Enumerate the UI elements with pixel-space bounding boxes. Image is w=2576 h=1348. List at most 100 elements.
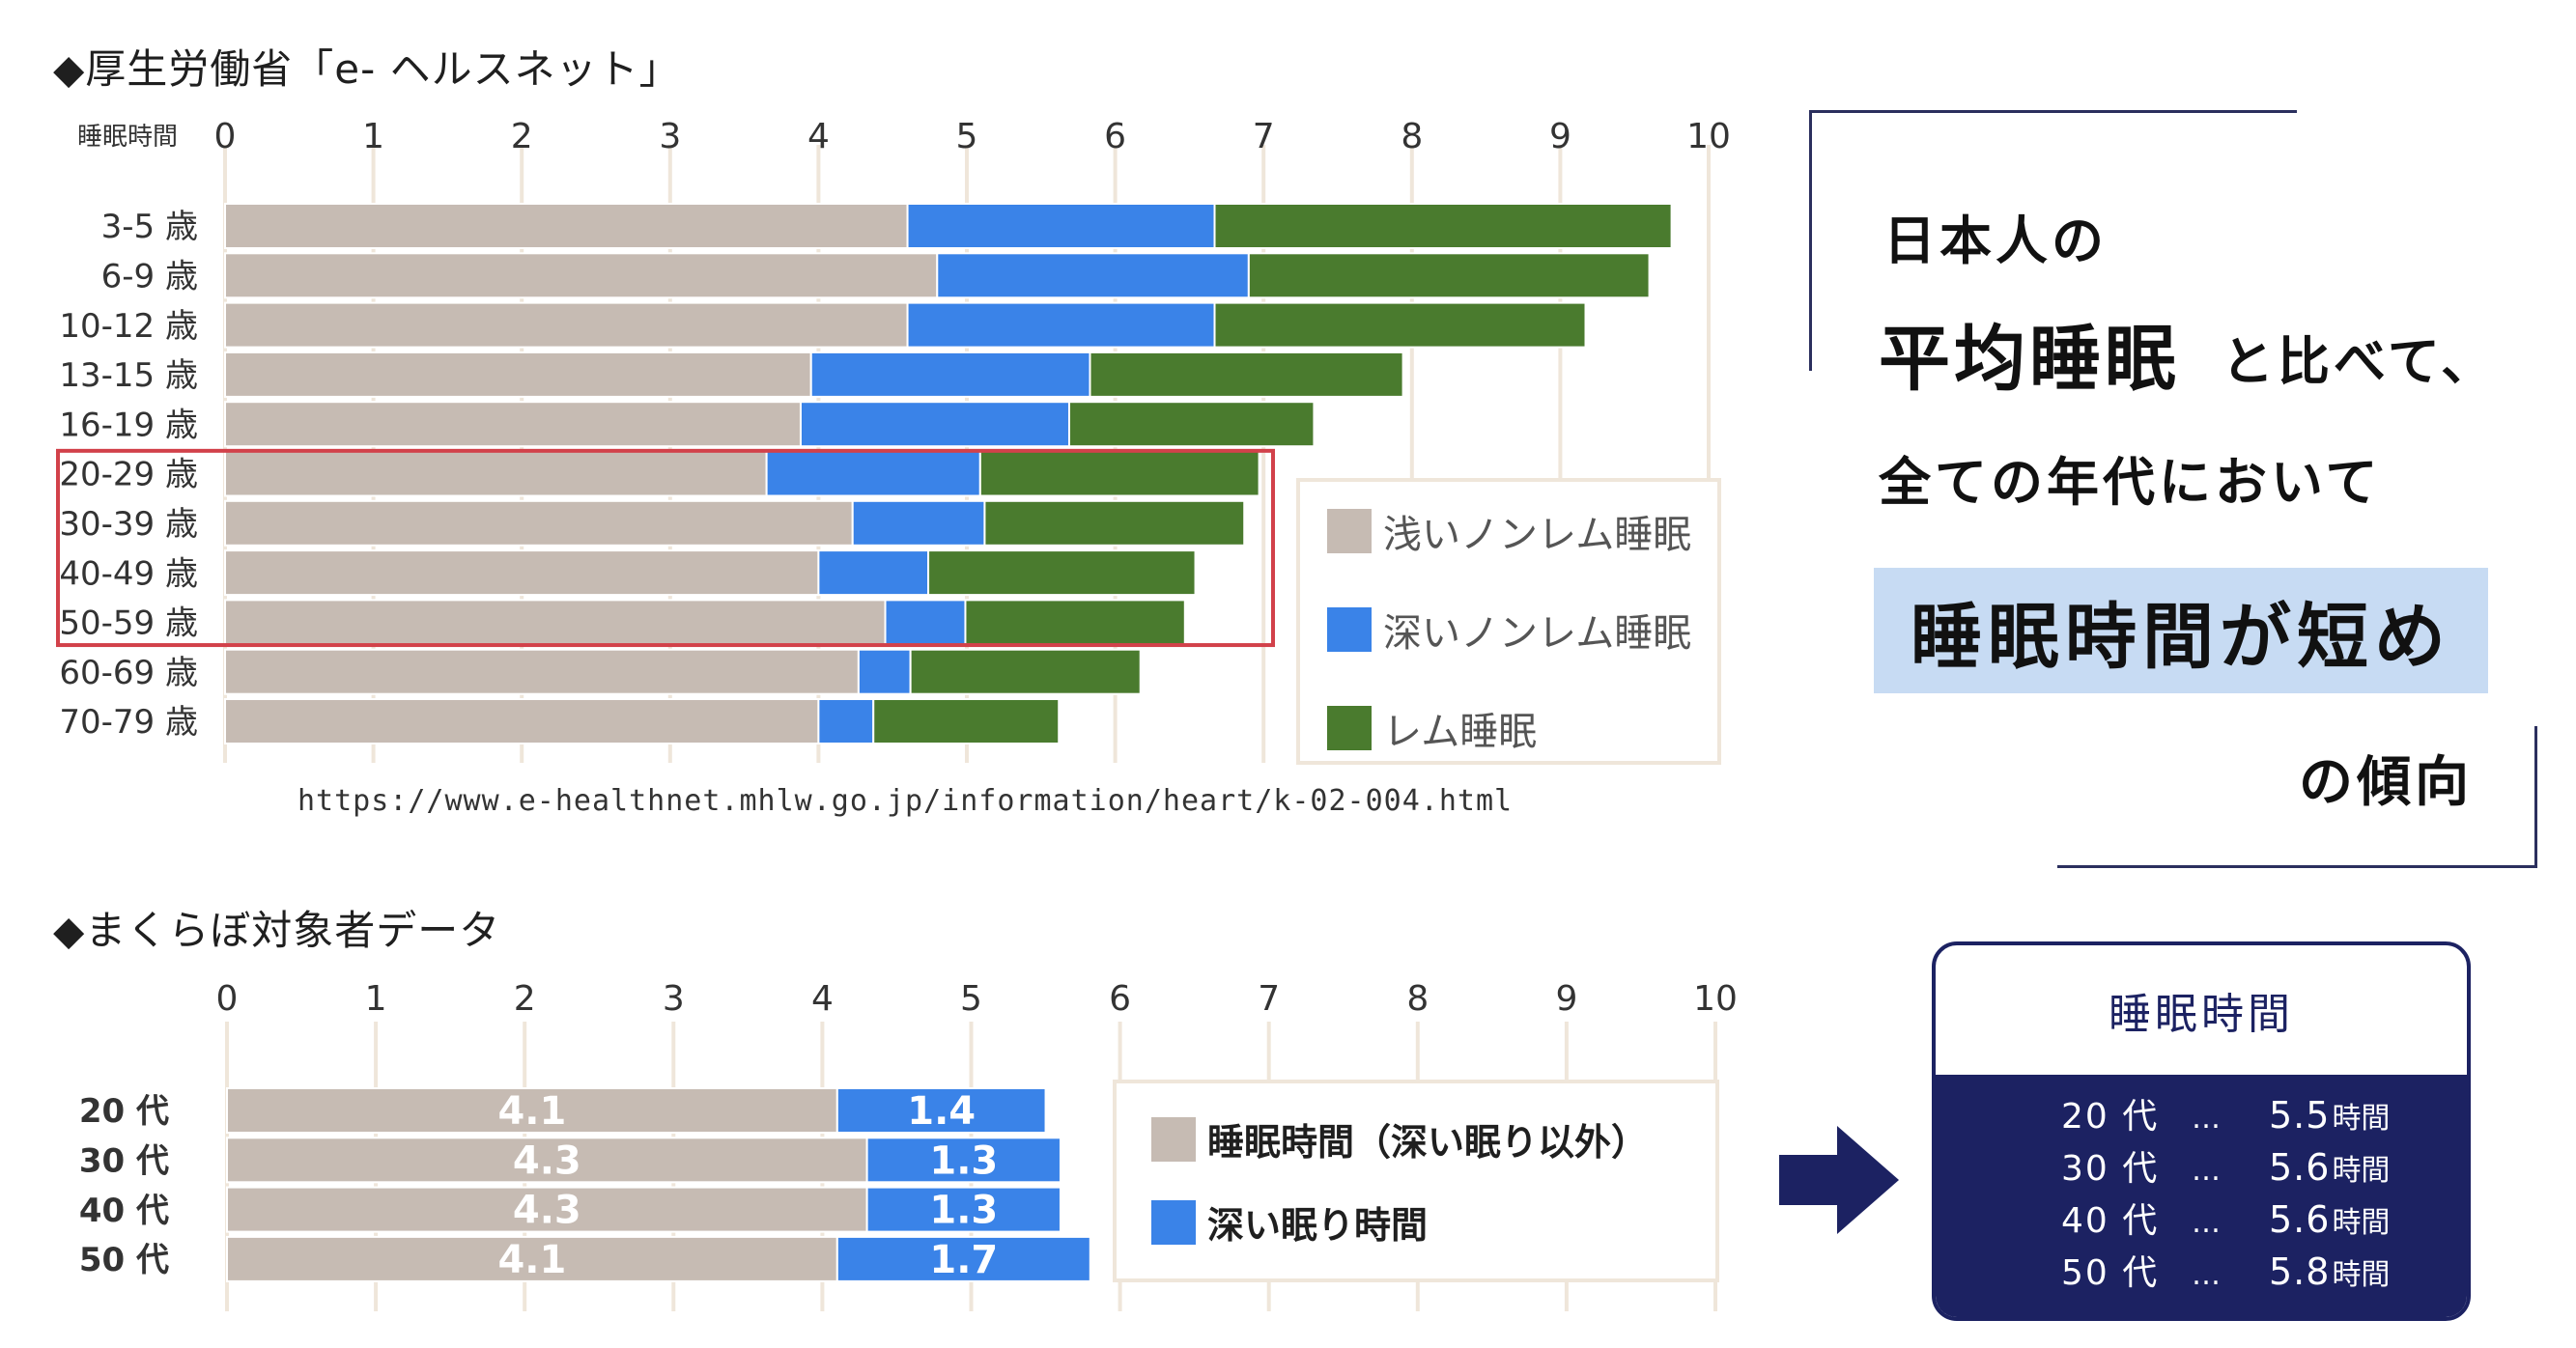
x-tick-label: 3 bbox=[663, 979, 685, 1019]
summary-value: 5.6 bbox=[2269, 1198, 2331, 1241]
y-category-label: 30 代 bbox=[79, 1142, 169, 1181]
bar-segment bbox=[224, 401, 802, 448]
y-category-label: 50 代 bbox=[79, 1241, 169, 1279]
bar-data-label: 4.3 bbox=[513, 1189, 581, 1233]
summary-dots: … bbox=[2192, 1154, 2221, 1188]
summary-row: 30 代 … 5.6 時間 bbox=[1936, 1140, 2467, 1193]
bar-segment bbox=[983, 499, 1246, 547]
y-category-label: 20 代 bbox=[79, 1092, 169, 1131]
chart2-legend: 睡眠時間（深い眠り以外） 深い眠り時間 bbox=[1113, 1080, 1719, 1282]
summary-card: 睡眠時間 20 代 … 5.5 時間 30 代 … 5.6 時間 40 代 … … bbox=[1932, 941, 2471, 1321]
y-category-label: 30-39 歳 bbox=[59, 505, 198, 544]
summary-unit: 時間 bbox=[2332, 1102, 2391, 1136]
bar-segment bbox=[224, 599, 887, 646]
bar-segment bbox=[1067, 401, 1316, 448]
y-category-label: 6-9 歳 bbox=[101, 258, 198, 296]
bar-segment bbox=[872, 698, 1061, 744]
x-tick-label: 4 bbox=[807, 117, 830, 156]
summary-age: 40 代 bbox=[2061, 1201, 2160, 1241]
legend-label-rem: レム睡眠 bbox=[1383, 710, 1538, 754]
bar-data-label: 1.3 bbox=[929, 1138, 998, 1183]
x-tick-label: 2 bbox=[511, 117, 533, 156]
bar-segment bbox=[835, 1235, 1091, 1282]
bar-segment bbox=[226, 1137, 868, 1184]
highlight-box bbox=[56, 448, 1275, 648]
legend-item-light-nonrem: 浅いノンレム睡眠 bbox=[1327, 503, 1691, 559]
x-tick-label: 1 bbox=[362, 117, 384, 156]
x-tick-label: 6 bbox=[1104, 117, 1126, 156]
y-category-label: 20-29 歳 bbox=[59, 456, 198, 494]
y-category-label: 16-19 歳 bbox=[59, 406, 198, 444]
bar-segment bbox=[224, 549, 820, 597]
summary-dots: … bbox=[2192, 1206, 2221, 1240]
x-tick-label: 8 bbox=[1406, 979, 1429, 1019]
legend-swatch-sleep-excl-deep bbox=[1151, 1116, 1196, 1162]
y-category-label: 10-12 歳 bbox=[59, 307, 198, 346]
bar-segment bbox=[835, 1087, 1047, 1134]
bar-segment bbox=[224, 648, 860, 695]
axis-title: 睡眠時間 bbox=[77, 123, 178, 152]
bar-data-label: 4.1 bbox=[497, 1089, 566, 1134]
x-tick-label: 5 bbox=[960, 979, 982, 1019]
legend-item-deep-sleep: 深い眠り時間 bbox=[1151, 1195, 1428, 1249]
x-tick-label: 7 bbox=[1258, 979, 1280, 1019]
summary-dots: … bbox=[2192, 1102, 2221, 1136]
legend-label-deep-sleep: 深い眠り時間 bbox=[1207, 1204, 1429, 1247]
bar-segment bbox=[927, 549, 1197, 597]
legend-swatch-deep-sleep bbox=[1151, 1199, 1196, 1245]
x-tick-label: 0 bbox=[214, 117, 237, 156]
callout-line2-tail: と比べて、 bbox=[2222, 331, 2498, 392]
bar-data-label: 4.3 bbox=[513, 1138, 581, 1183]
legend-swatch-deep-nonrem bbox=[1327, 607, 1372, 652]
callout-highlight: 睡眠時間が短め bbox=[1874, 568, 2488, 693]
legend-label-deep-nonrem: 深いノンレム睡眠 bbox=[1383, 611, 1692, 656]
y-category-label: 3-5 歳 bbox=[101, 208, 198, 246]
legend-label-light-nonrem: 浅いノンレム睡眠 bbox=[1383, 513, 1692, 557]
x-tick-label: 10 bbox=[1686, 117, 1731, 156]
section-title-makurabo: ◆まくらぼ対象者データ bbox=[53, 907, 501, 954]
x-tick-label: 3 bbox=[659, 117, 681, 156]
x-tick-label: 0 bbox=[216, 979, 239, 1019]
summary-dots: … bbox=[2192, 1258, 2221, 1292]
summary-value: 5.8 bbox=[2269, 1250, 2331, 1293]
bar-segment bbox=[799, 401, 1070, 448]
summary-age: 30 代 bbox=[2061, 1149, 2160, 1189]
bar-segment bbox=[978, 450, 1260, 497]
legend-item-rem: レム睡眠 bbox=[1327, 700, 1537, 756]
bar-data-label: 1.4 bbox=[907, 1089, 976, 1134]
callout-line3: 全ての年代において bbox=[1879, 452, 2382, 513]
callout-line1: 日本人の bbox=[1883, 211, 2108, 271]
y-category-label: 13-15 歳 bbox=[59, 356, 198, 395]
bar-segment bbox=[1247, 252, 1651, 299]
y-category-label: 40 代 bbox=[79, 1192, 169, 1230]
bar-segment bbox=[817, 698, 875, 744]
summary-unit: 時間 bbox=[2332, 1154, 2391, 1188]
legend-swatch-light-nonrem bbox=[1327, 509, 1372, 553]
bar-segment bbox=[1089, 351, 1404, 398]
summary-age: 50 代 bbox=[2061, 1253, 2160, 1293]
bar-segment bbox=[817, 549, 930, 597]
x-tick-label: 1 bbox=[365, 979, 387, 1019]
x-tick-label: 5 bbox=[956, 117, 978, 156]
bar-segment bbox=[224, 301, 909, 349]
summary-card-body: 20 代 … 5.5 時間 30 代 … 5.6 時間 40 代 … 5.6 時… bbox=[1936, 1075, 2467, 1317]
summary-value: 5.5 bbox=[2269, 1094, 2331, 1137]
callout-line5: の傾向 bbox=[2299, 751, 2473, 814]
summary-unit: 時間 bbox=[2332, 1258, 2391, 1292]
y-category-label: 50-59 歳 bbox=[59, 604, 198, 643]
x-tick-label: 7 bbox=[1253, 117, 1275, 156]
section-title-ehealthnet: ◆厚生労働省「e- ヘルスネット」 bbox=[53, 45, 681, 93]
x-tick-label: 2 bbox=[514, 979, 536, 1019]
source-url[interactable]: https://www.e-healthnet.mhlw.go.jp/infor… bbox=[297, 784, 1514, 818]
legend-item-sleep-excl-deep: 睡眠時間（深い眠り以外） bbox=[1151, 1112, 1648, 1165]
bar-segment bbox=[906, 301, 1216, 349]
bar-segment bbox=[936, 252, 1250, 299]
bar-segment bbox=[226, 1087, 838, 1134]
summary-row: 40 代 … 5.6 時間 bbox=[1936, 1193, 2467, 1245]
y-category-label: 60-69 歳 bbox=[59, 654, 198, 692]
bar-segment bbox=[224, 351, 812, 398]
arrow-right-icon bbox=[1779, 1126, 1899, 1234]
callout-frame-right bbox=[2534, 726, 2537, 868]
